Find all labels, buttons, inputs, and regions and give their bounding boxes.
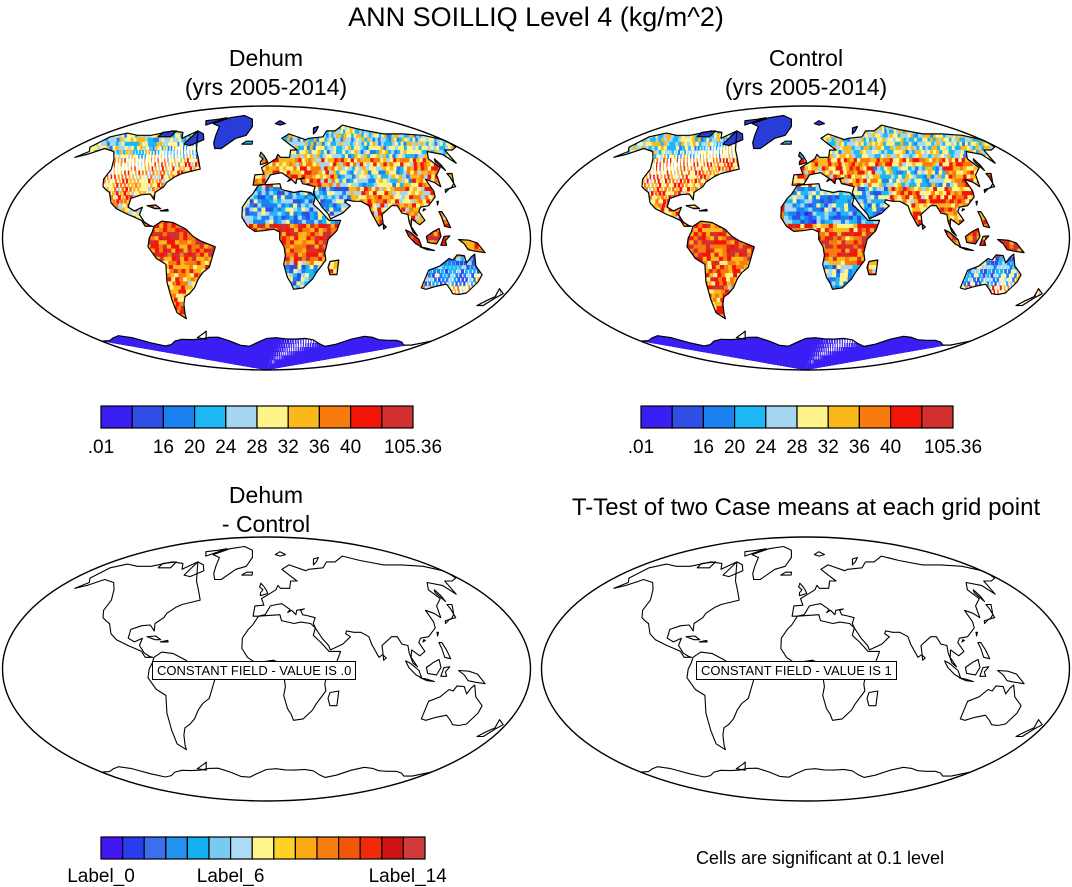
- colorbar-swatch: [121, 836, 145, 860]
- panel-title-control: Control (yrs 2005-2014): [646, 44, 966, 102]
- colorbar-swatch: [702, 405, 736, 429]
- coastlines: [74, 545, 504, 778]
- colorbar-swatch: [287, 405, 320, 429]
- map-boundary: [1, 105, 532, 371]
- colorbar-dehum: .01 16 20 24 28 32 36 40 105.36: [88, 405, 442, 458]
- colorbar-swatch: [131, 405, 165, 429]
- colorbar-swatch: [381, 836, 404, 860]
- colorbar-swatch: [796, 405, 829, 429]
- colorbar-label: 16: [693, 437, 714, 458]
- colorbar-label: 32: [818, 437, 839, 458]
- colorbar-swatch: [640, 405, 673, 429]
- colorbar-swatch: [162, 405, 196, 429]
- panel-title-dehum-line1: Dehum: [228, 45, 304, 71]
- colorbar-swatch: [100, 405, 133, 429]
- panel-title-diff: Dehum - Control: [106, 481, 426, 539]
- colorbar-label: 20: [184, 437, 205, 458]
- panel-title-dehum: Dehum (yrs 2005-2014): [106, 44, 426, 102]
- coastlines: [74, 114, 504, 347]
- constant-field-label-ttest: CONSTANT FIELD - VALUE IS 1: [696, 661, 897, 680]
- colorbar-label: 20: [724, 437, 745, 458]
- colorbar-label: .01: [628, 437, 654, 458]
- colorbar-label: 105.36: [924, 437, 982, 458]
- colorbar-swatch: [273, 836, 297, 860]
- colorbar-swatch: [350, 405, 383, 429]
- colorbar-label: 36: [309, 437, 330, 458]
- colorbar-swatch: [890, 405, 923, 429]
- map-control: [540, 105, 1071, 371]
- colorbar-swatch: [256, 405, 289, 429]
- colorbar-label: Label_14: [369, 866, 448, 887]
- coastlines: [613, 545, 1043, 778]
- panel-title-control-line1: Control: [768, 45, 844, 71]
- colorbar-swatch: [921, 405, 954, 429]
- significance-note: Cells are significant at 0.1 level: [695, 848, 945, 868]
- colorbar-swatch: [230, 836, 253, 860]
- colorbar-swatch: [208, 836, 232, 860]
- colorbar-label: 40: [880, 437, 901, 458]
- colorbar-swatch: [338, 836, 361, 860]
- colorbar-swatch: [165, 836, 189, 860]
- colorbar-swatch: [402, 836, 426, 860]
- colorbar-label: 36: [849, 437, 870, 458]
- colorbar-swatch: [359, 836, 383, 860]
- colorbar-label: 24: [755, 437, 777, 458]
- panel-title-ttest: T-Test of two Case means at each grid po…: [540, 493, 1072, 522]
- map-boundary: [540, 105, 1071, 371]
- colorbar-swatch: [193, 405, 227, 429]
- colorbar-swatch: [100, 836, 124, 860]
- colorbar-swatch: [318, 405, 352, 429]
- panel-title-control-line2: (yrs 2005-2014): [724, 74, 888, 100]
- colorbar-swatch: [251, 836, 275, 860]
- coastlines: [613, 114, 1043, 347]
- colorbar-swatch: [733, 405, 767, 429]
- colorbar-swatch: [316, 836, 340, 860]
- colorbar-label: 24: [215, 437, 237, 458]
- colorbar-control: .01 16 20 24 28 32 36 40 105.36: [628, 405, 982, 458]
- colorbar-label: 105.36: [384, 437, 442, 458]
- constant-field-label-diff: CONSTANT FIELD - VALUE IS .0: [152, 661, 357, 680]
- map-boundary: [540, 536, 1071, 802]
- colorbar-label: 32: [278, 437, 299, 458]
- colorbar-swatch: [143, 836, 167, 860]
- map-dehum: [1, 105, 532, 371]
- colorbar-label: Label_0: [67, 866, 135, 887]
- colorbar-swatch: [858, 405, 892, 429]
- colorbar-swatch: [294, 836, 318, 860]
- colorbar-swatch: [381, 405, 414, 429]
- colorbar-label: .01: [88, 437, 114, 458]
- colorbar-diff: Label_0 Label_6 Label_14: [67, 836, 448, 887]
- colorbar-swatch: [765, 405, 798, 429]
- panel-title-dehum-line2: (yrs 2005-2014): [184, 74, 348, 100]
- map-boundary: [1, 536, 532, 802]
- colorbar-swatch: [225, 405, 258, 429]
- colorbar-swatch: [827, 405, 860, 429]
- colorbar-swatch: [671, 405, 705, 429]
- main-title: ANN SOILLIQ Level 4 (kg/m^2): [348, 2, 724, 32]
- panel-title-diff-line1: Dehum: [228, 482, 304, 508]
- colorbar-swatch: [186, 836, 210, 860]
- colorbar-label: 16: [153, 437, 174, 458]
- panel-title-diff-line2: - Control: [221, 511, 311, 537]
- colorbar-label: 28: [786, 437, 807, 458]
- panel-title-ttest-line1: T-Test of two Case means at each grid po…: [571, 494, 1041, 521]
- colorbar-label: 28: [246, 437, 267, 458]
- colorbar-label: Label_6: [197, 866, 265, 887]
- colorbar-label: 40: [340, 437, 361, 458]
